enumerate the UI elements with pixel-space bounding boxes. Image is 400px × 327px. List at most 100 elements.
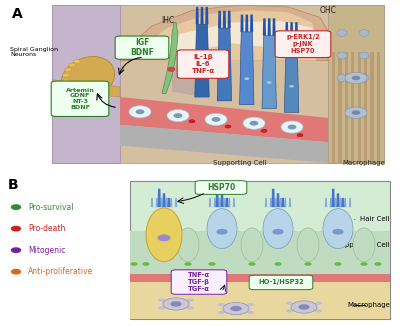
Ellipse shape — [250, 121, 258, 126]
Ellipse shape — [267, 81, 272, 84]
Ellipse shape — [315, 309, 322, 313]
Text: Hair Cell: Hair Cell — [355, 216, 390, 222]
Polygon shape — [250, 15, 253, 32]
Polygon shape — [52, 5, 384, 163]
FancyBboxPatch shape — [195, 181, 247, 194]
Polygon shape — [52, 5, 120, 163]
Ellipse shape — [261, 129, 267, 132]
Ellipse shape — [304, 262, 312, 266]
Ellipse shape — [337, 52, 347, 59]
Polygon shape — [120, 125, 328, 163]
Text: IHC: IHC — [161, 16, 175, 25]
Polygon shape — [218, 11, 221, 28]
Polygon shape — [240, 32, 254, 105]
Ellipse shape — [345, 107, 367, 118]
Ellipse shape — [189, 120, 195, 123]
Polygon shape — [270, 198, 272, 207]
Polygon shape — [209, 198, 211, 207]
Ellipse shape — [158, 306, 165, 309]
Ellipse shape — [11, 269, 21, 275]
Ellipse shape — [11, 247, 21, 253]
Polygon shape — [276, 193, 280, 207]
Ellipse shape — [359, 52, 369, 59]
Polygon shape — [344, 198, 346, 207]
Polygon shape — [52, 80, 120, 97]
Polygon shape — [274, 198, 277, 207]
FancyBboxPatch shape — [130, 274, 390, 283]
Ellipse shape — [241, 228, 263, 262]
Polygon shape — [325, 198, 327, 207]
Polygon shape — [205, 7, 208, 24]
FancyBboxPatch shape — [130, 181, 390, 319]
Ellipse shape — [129, 106, 151, 118]
Ellipse shape — [158, 299, 165, 302]
Ellipse shape — [243, 117, 265, 129]
Text: IGF
BDNF: IGF BDNF — [130, 38, 154, 57]
Polygon shape — [240, 15, 244, 32]
Ellipse shape — [130, 262, 138, 266]
Ellipse shape — [222, 74, 227, 76]
Ellipse shape — [223, 302, 249, 315]
Text: p-ERK1/2
p-JNK
HSP70: p-ERK1/2 p-JNK HSP70 — [286, 34, 320, 54]
Ellipse shape — [200, 70, 204, 72]
Ellipse shape — [298, 304, 310, 310]
Ellipse shape — [218, 303, 225, 306]
Polygon shape — [328, 5, 384, 163]
Polygon shape — [336, 193, 340, 207]
Polygon shape — [330, 198, 332, 207]
Polygon shape — [132, 10, 316, 61]
Text: Spiral Ganglion
Neurons: Spiral Ganglion Neurons — [10, 46, 58, 58]
Ellipse shape — [374, 262, 382, 266]
Ellipse shape — [359, 75, 369, 81]
Text: Pro-death: Pro-death — [28, 224, 65, 233]
Polygon shape — [289, 198, 291, 207]
Polygon shape — [156, 198, 158, 207]
Ellipse shape — [216, 229, 228, 235]
Ellipse shape — [64, 68, 72, 72]
Ellipse shape — [68, 63, 76, 67]
Ellipse shape — [11, 204, 21, 210]
Ellipse shape — [207, 209, 237, 249]
Text: OHC: OHC — [320, 6, 336, 15]
Polygon shape — [196, 7, 199, 24]
Ellipse shape — [332, 229, 344, 235]
Polygon shape — [170, 198, 172, 207]
Polygon shape — [160, 198, 163, 207]
Ellipse shape — [74, 60, 80, 63]
Ellipse shape — [73, 93, 80, 96]
Polygon shape — [272, 18, 276, 36]
Ellipse shape — [63, 79, 70, 83]
Ellipse shape — [170, 301, 182, 307]
Ellipse shape — [142, 262, 150, 266]
Ellipse shape — [315, 301, 322, 305]
Ellipse shape — [167, 110, 189, 122]
Ellipse shape — [345, 72, 367, 84]
Polygon shape — [279, 198, 282, 207]
Ellipse shape — [334, 262, 342, 266]
Polygon shape — [120, 5, 328, 61]
Ellipse shape — [352, 76, 360, 80]
Polygon shape — [339, 198, 342, 207]
Ellipse shape — [353, 228, 375, 262]
Polygon shape — [334, 198, 337, 207]
Polygon shape — [332, 52, 335, 163]
Ellipse shape — [218, 311, 225, 314]
Ellipse shape — [297, 134, 303, 137]
Ellipse shape — [64, 84, 72, 88]
Polygon shape — [285, 22, 288, 40]
Ellipse shape — [248, 262, 256, 266]
Ellipse shape — [61, 57, 115, 99]
Polygon shape — [120, 97, 328, 142]
FancyBboxPatch shape — [275, 31, 331, 58]
Polygon shape — [262, 36, 276, 109]
Ellipse shape — [337, 75, 347, 81]
Ellipse shape — [352, 111, 360, 115]
Polygon shape — [200, 7, 204, 24]
Polygon shape — [167, 198, 170, 207]
Polygon shape — [263, 18, 266, 36]
Ellipse shape — [187, 299, 194, 302]
Text: HSP70: HSP70 — [207, 183, 235, 192]
Polygon shape — [351, 52, 354, 163]
Ellipse shape — [286, 301, 293, 305]
Text: Mitogenic: Mitogenic — [28, 246, 65, 255]
